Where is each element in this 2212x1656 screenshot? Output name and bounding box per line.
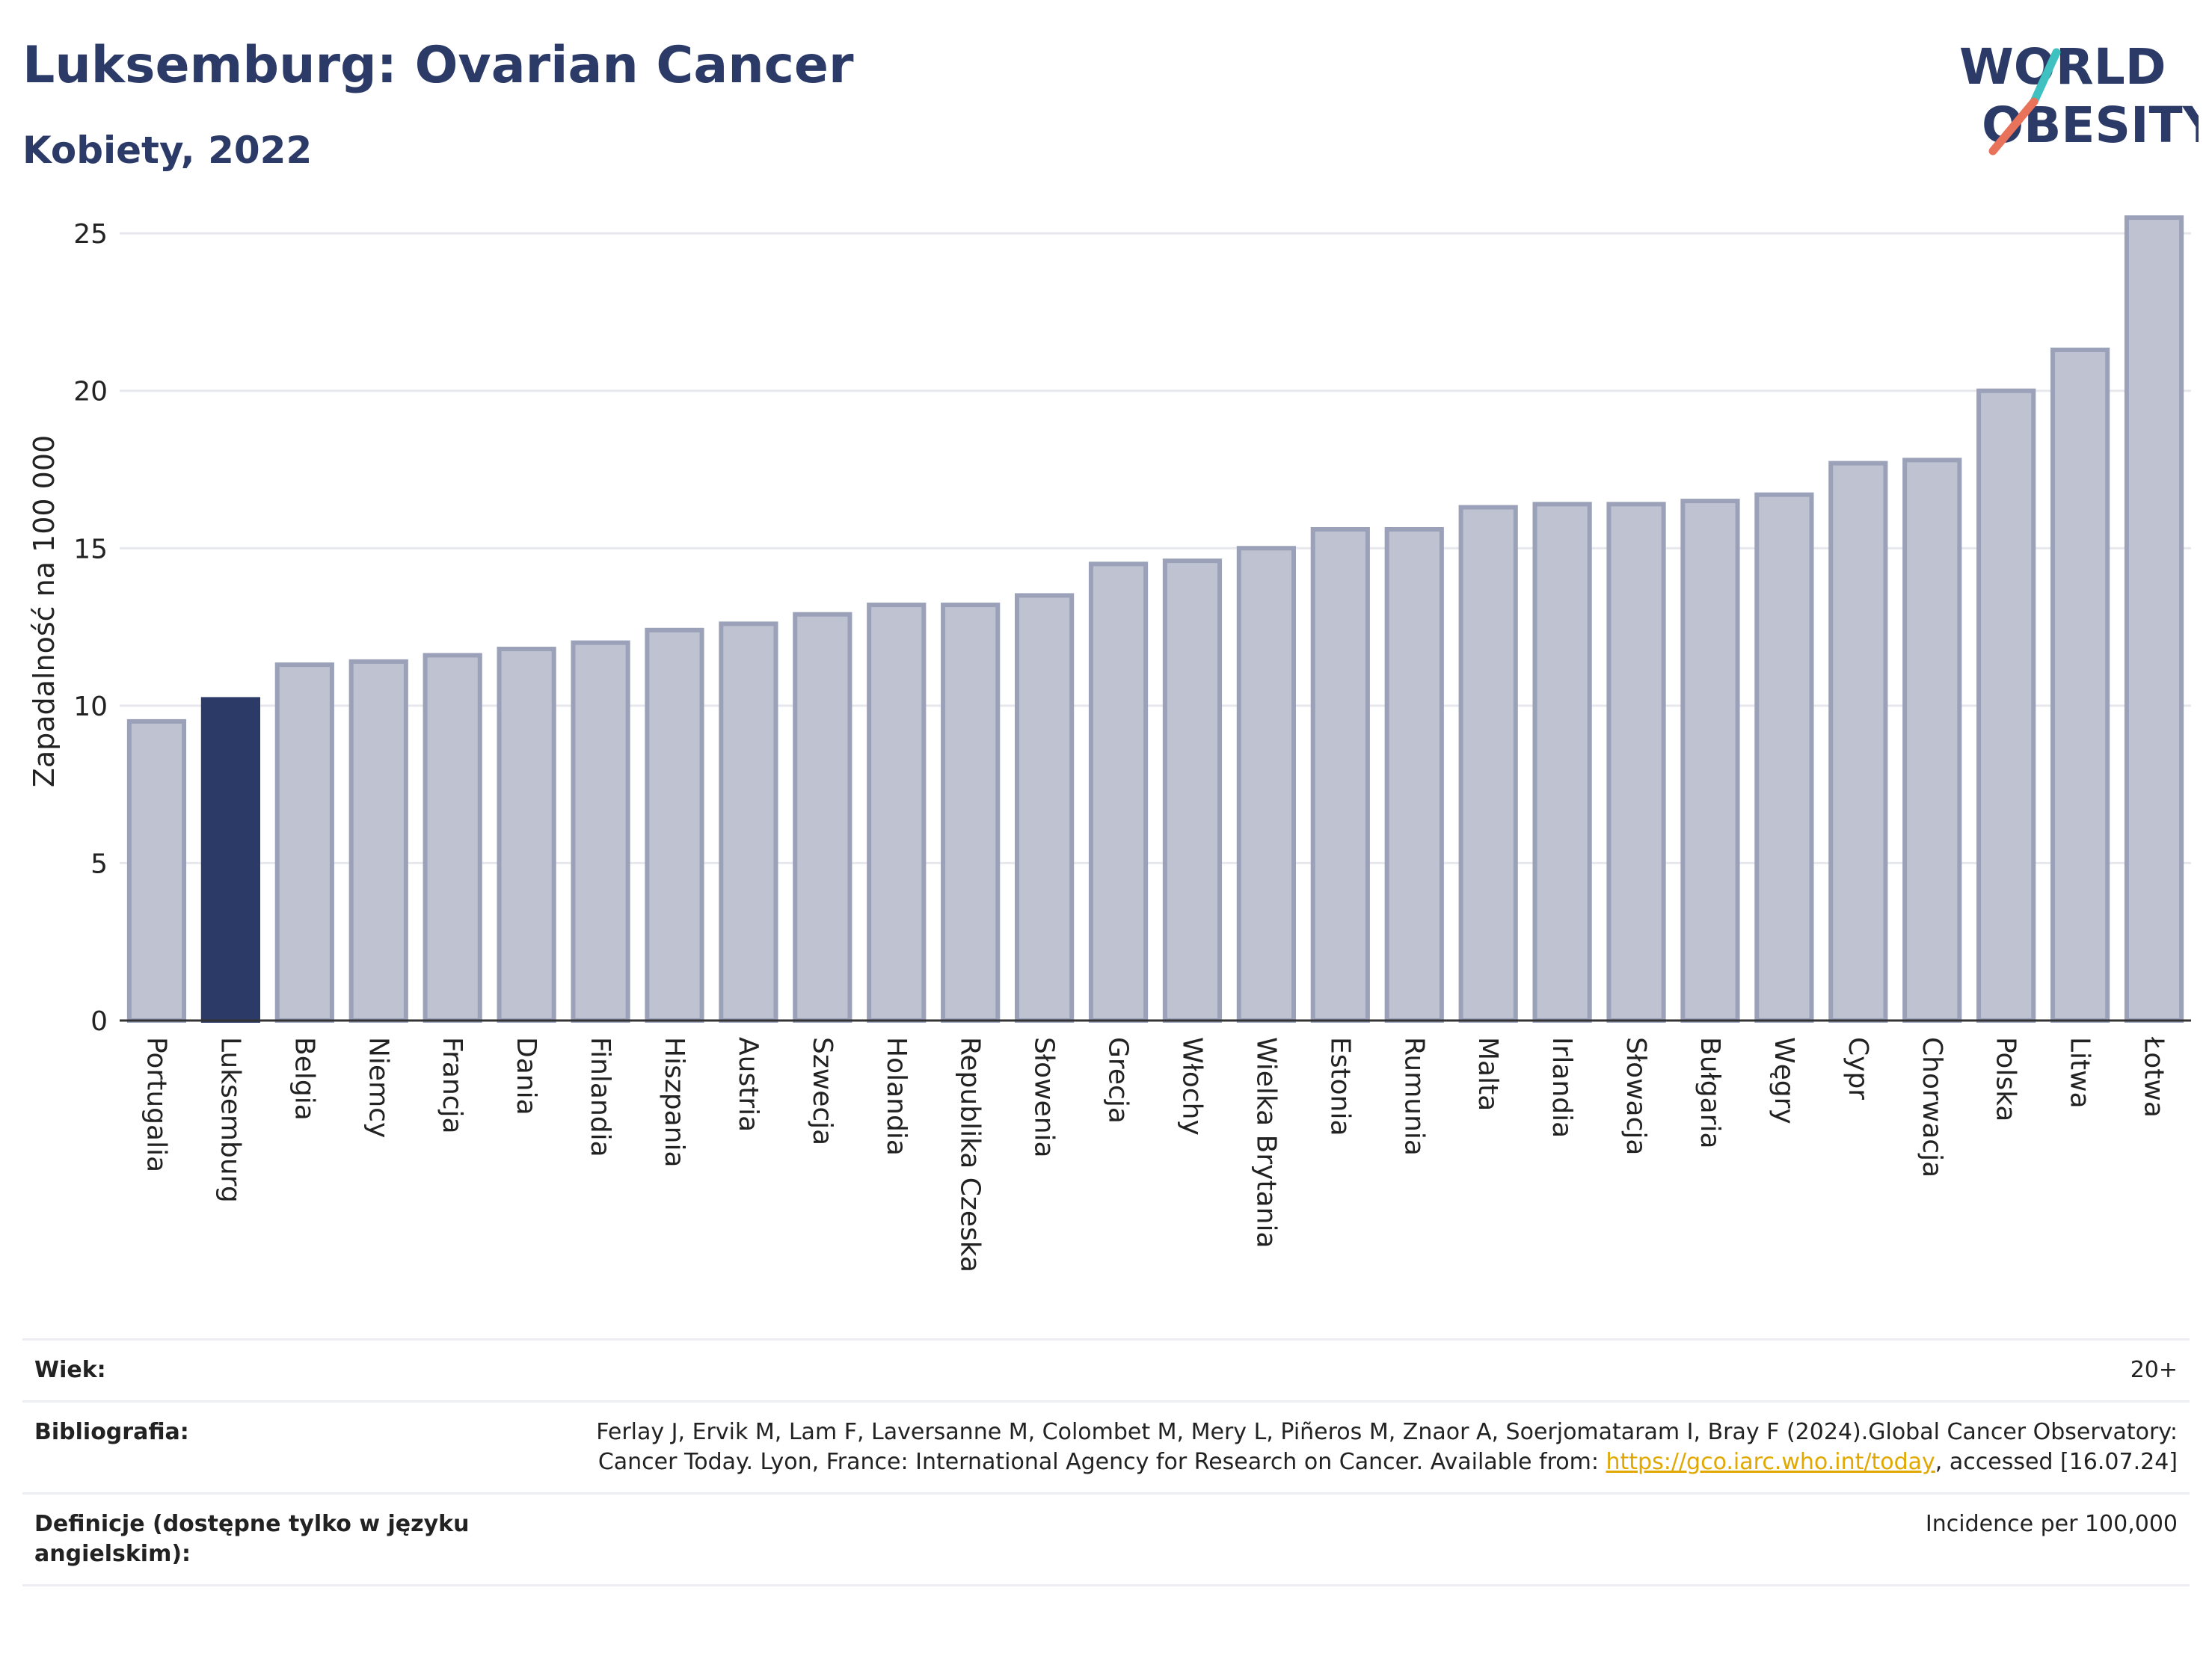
bar-26[interactable] — [2050, 347, 2110, 1023]
x-axis-labels: Portugalia Luksemburg Belgia Niemcy Francja D… — [141, 1036, 2169, 1272]
x-tick-label: Słowacja — [1620, 1037, 1651, 1155]
x-tick-label: Chorwacja — [1917, 1037, 1947, 1178]
bar-27[interactable] — [2124, 215, 2184, 1023]
bar-6[interactable] — [571, 640, 630, 1023]
x-tick-label: Estonia — [1324, 1037, 1355, 1136]
x-tick-label: Grecja — [1103, 1037, 1134, 1124]
bar-21[interactable] — [1680, 499, 1740, 1023]
bibliography-text: Ferlay J, Ervik M, Lam F, Laversanne M, … — [596, 1419, 2178, 1475]
bar-7[interactable] — [645, 627, 704, 1023]
bar-2[interactable] — [274, 662, 334, 1023]
x-tick-label: Austria — [733, 1037, 764, 1132]
bibliography-label: Bibliografia: — [34, 1419, 189, 1445]
y-tick-label: 20 — [73, 377, 108, 407]
bar-4[interactable] — [423, 653, 482, 1023]
x-tick-label: Polska — [1991, 1037, 2021, 1121]
bar-18[interactable] — [1458, 505, 1518, 1023]
bar-15[interactable] — [1236, 546, 1296, 1023]
bar-13[interactable] — [1088, 561, 1149, 1023]
x-tick-label: Luksemburg — [215, 1037, 245, 1203]
x-tick-label: Irlandia — [1546, 1037, 1577, 1138]
y-axis-title: Zapadalność na 100 000 — [28, 435, 61, 787]
x-tick-label: Słowenia — [1029, 1037, 1060, 1158]
x-tick-label: Włochy — [1176, 1037, 1207, 1136]
bar-1[interactable] — [200, 697, 260, 1024]
bar-0[interactable] — [126, 718, 187, 1024]
bar-19[interactable] — [1532, 502, 1592, 1023]
x-tick-label: Holandia — [881, 1037, 912, 1156]
x-tick-label: Francja — [437, 1037, 467, 1134]
x-tick-label: Cypr — [1843, 1037, 1873, 1100]
logo-line1: WORLD — [1959, 38, 2166, 96]
world-obesity-logo: WORLD OBESITY — [1959, 38, 2199, 156]
x-tick-label: Malta — [1472, 1037, 1503, 1111]
bar-22[interactable] — [1754, 492, 1814, 1023]
bibliography-value: Ferlay J, Ervik M, Lam F, Laversanne M, … — [570, 1418, 2178, 1477]
x-tick-label: Hiszpania — [659, 1037, 689, 1168]
chart-title: Luksemburg: Ovarian Cancer — [22, 36, 854, 95]
x-tick-label: Republika Czeska — [955, 1037, 986, 1272]
x-tick-label: Belgia — [289, 1037, 319, 1121]
x-tick-label: Wielka Brytania — [1250, 1037, 1281, 1249]
bar-20[interactable] — [1606, 502, 1666, 1023]
y-tick-label: 0 — [90, 1006, 108, 1037]
bar-24[interactable] — [1902, 458, 1962, 1023]
bar-chart: 0 5 10 15 20 25 Portugalia Luksemburg Belgia Nie… — [28, 215, 2191, 1272]
logo-slash-coral — [1988, 97, 2039, 156]
x-tick-label: Węgry — [1769, 1037, 1799, 1124]
x-tick-label: Niemcy — [363, 1037, 393, 1138]
age-row: Wiek: 20+ — [22, 1338, 2190, 1400]
bar-10[interactable] — [867, 603, 927, 1023]
x-tick-label: Bułgaria — [1695, 1037, 1725, 1149]
bar-3[interactable] — [348, 659, 408, 1024]
bar-5[interactable] — [497, 647, 556, 1023]
y-tick-label: 10 — [73, 692, 108, 722]
x-tick-label: Litwa — [2065, 1037, 2095, 1109]
bar-17[interactable] — [1384, 527, 1444, 1023]
bar-11[interactable] — [941, 603, 1001, 1023]
bibliography-row: Bibliografia: Ferlay J, Ervik M, Lam F, … — [22, 1400, 2190, 1492]
chart-subtitle: Kobiety, 2022 — [22, 129, 313, 172]
definitions-row: Definicje (dostępne tylko w języku angie… — [22, 1492, 2190, 1586]
x-tick-label: Finlandia — [585, 1037, 615, 1157]
x-tick-label: Rumunia — [1398, 1037, 1429, 1156]
x-tick-label: Dania — [511, 1037, 541, 1115]
age-label: Wiek: — [34, 1357, 106, 1383]
info-table: Wiek: 20+ Bibliografia: Ferlay J, Ervik … — [22, 1338, 2190, 1586]
bar-9[interactable] — [793, 612, 852, 1023]
x-tick-label: Łotwa — [2139, 1036, 2169, 1118]
bibliography-link[interactable]: https://gco.iarc.who.int/today — [1606, 1449, 1935, 1475]
bar-23[interactable] — [1828, 461, 1888, 1023]
bar-25[interactable] — [1976, 388, 2036, 1023]
bars — [126, 215, 2184, 1024]
bar-8[interactable] — [719, 621, 778, 1023]
y-tick-label: 5 — [90, 849, 108, 879]
definitions-label: Definicje (dostępne tylko w języku angie… — [34, 1511, 470, 1567]
age-value: 20+ — [2130, 1357, 2178, 1383]
bar-12[interactable] — [1015, 593, 1075, 1023]
y-axis-ticks: 0 5 10 15 20 25 — [73, 219, 108, 1037]
x-tick-label: Szwecja — [807, 1037, 838, 1145]
logo-slash-teal — [2030, 48, 2061, 106]
y-tick-label: 25 — [73, 219, 108, 250]
definitions-value: Incidence per 100,000 — [1925, 1511, 2178, 1537]
bibliography-suffix: , accessed [16.07.24] — [1935, 1449, 2178, 1475]
bar-14[interactable] — [1162, 558, 1223, 1023]
bar-16[interactable] — [1310, 527, 1370, 1023]
x-tick-label: Portugalia — [141, 1037, 171, 1172]
y-tick-label: 15 — [73, 534, 108, 564]
